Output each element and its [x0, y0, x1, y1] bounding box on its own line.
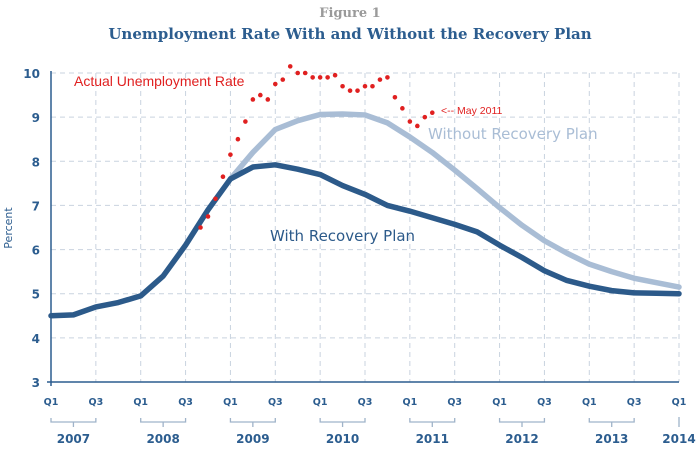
- y-tick-label: 10: [23, 67, 40, 81]
- x-tick-label: Q3: [358, 397, 373, 408]
- actual-rate-dot: [302, 70, 308, 76]
- year-bracket: [140, 418, 187, 427]
- actual-rate-dot: [392, 94, 398, 100]
- actual-rate-dot: [220, 174, 226, 180]
- year-label: 2010: [326, 432, 359, 446]
- year-label: 2007: [57, 432, 90, 446]
- x-tick-label: Q1: [223, 397, 238, 408]
- actual-rate-dot: [325, 75, 330, 80]
- with-plan-line: [48, 162, 682, 319]
- x-tick-label: Q1: [133, 397, 148, 408]
- x-tick-label: Q1: [672, 397, 687, 408]
- actual-rate-dot: [317, 75, 323, 80]
- year-bracket: [50, 418, 97, 427]
- y-tick-label: 8: [32, 155, 40, 169]
- may-2011-annotation: <-- May 2011: [441, 105, 503, 117]
- year-bracket: [409, 418, 456, 427]
- y-tick-labels: 3 4 5 6 7 8 9 10: [23, 67, 40, 390]
- actual-rate-dot: [332, 72, 338, 78]
- year-label: 2014: [662, 432, 695, 446]
- year-label: 2009: [236, 432, 269, 446]
- y-tick-label: 6: [32, 244, 40, 258]
- x-tick-label: Q1: [582, 397, 597, 408]
- y-tick-label: 7: [32, 199, 40, 213]
- x-tick-label: Q1: [403, 397, 418, 408]
- x-tick-label: Q3: [627, 397, 642, 408]
- x-tick-label: Q1: [492, 397, 507, 408]
- actual-rate-dot: [287, 64, 293, 69]
- actual-rate-label: Actual Unemployment Rate: [74, 73, 245, 89]
- actual-rate-dot: [407, 119, 413, 124]
- actual-rate-dots: [198, 64, 435, 230]
- y-tick-label: 3: [32, 376, 40, 390]
- actual-rate-dot: [235, 136, 241, 142]
- y-tick-label: 9: [32, 111, 40, 125]
- grid: [51, 72, 680, 382]
- x-tick-label: Q1: [313, 397, 328, 408]
- actual-rate-dot: [400, 106, 405, 111]
- actual-rate-dot: [377, 77, 383, 82]
- year-label: 2011: [416, 432, 449, 446]
- actual-rate-dot: [243, 119, 248, 124]
- actual-rate-dot: [429, 110, 435, 116]
- series-lines: [48, 111, 682, 319]
- without-plan-label: Without Recovery Plan: [428, 125, 598, 143]
- actual-rate-dot: [362, 83, 368, 89]
- actual-rate-dot: [228, 152, 233, 157]
- actual-rate-dot: [385, 75, 390, 80]
- actual-rate-dot: [258, 92, 263, 98]
- actual-rate-dot: [250, 97, 256, 102]
- y-axis-title: Percent: [2, 207, 15, 249]
- x-tick-labels: Q1 Q3 Q1 Q3 Q1 Q3 Q1 Q3 Q1 Q3 Q1 Q3 Q1 Q3 Q1: [44, 397, 687, 408]
- without-plan-line: [227, 111, 682, 290]
- x-tick-label: Q3: [447, 397, 462, 408]
- actual-rate-dot: [340, 83, 345, 89]
- actual-rate-dot: [205, 214, 211, 219]
- with-plan-label: With Recovery Plan: [270, 227, 415, 245]
- x-tick-label: Q3: [178, 397, 193, 408]
- actual-rate-dot: [422, 114, 428, 120]
- actual-rate-dot: [198, 225, 203, 230]
- actual-rate-dot: [213, 196, 218, 202]
- year-bracket: [229, 418, 276, 427]
- x-tick-label: Q3: [89, 397, 104, 408]
- year-label: 2012: [505, 432, 538, 446]
- year-bracket: [498, 418, 546, 427]
- y-tick-label: 5: [32, 288, 40, 302]
- actual-rate-dot: [272, 81, 278, 87]
- year-label: 2013: [595, 432, 628, 446]
- y-tick-label: 4: [32, 332, 40, 346]
- figure-label: Figure 1: [319, 6, 381, 21]
- actual-rate-dot: [370, 83, 375, 89]
- actual-rate-dot: [415, 123, 420, 129]
- year-label: 2008: [146, 432, 179, 446]
- actual-rate-dot: [347, 88, 353, 93]
- x-tick-label: Q3: [268, 397, 283, 408]
- actual-rate-dot: [310, 75, 315, 80]
- chart-title: Unemployment Rate With and Without the R…: [108, 25, 592, 43]
- axes: [47, 71, 679, 386]
- actual-rate-dot: [295, 70, 301, 76]
- actual-rate-dot: [355, 88, 360, 93]
- x-tick-label: Q3: [537, 397, 552, 408]
- actual-rate-dot: [280, 77, 286, 82]
- year-brackets: 2007 2008 2009 2010 2011 2012 2013 2014: [50, 417, 696, 446]
- year-bracket: [319, 418, 366, 427]
- year-bracket: [588, 418, 635, 427]
- actual-rate-dot: [265, 97, 271, 102]
- x-tick-label: Q1: [44, 397, 59, 408]
